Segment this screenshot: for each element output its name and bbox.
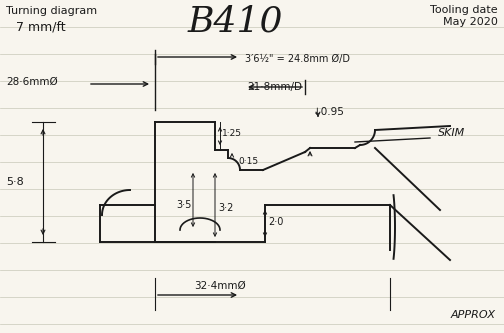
Text: 3′6½" = 24.8mm Ø/D: 3′6½" = 24.8mm Ø/D [245, 54, 350, 64]
Text: 21·8mm/D: 21·8mm/D [247, 82, 302, 92]
Text: 7 mm/ft: 7 mm/ft [16, 20, 66, 33]
Text: 32·4mmØ: 32·4mmØ [194, 281, 246, 291]
Text: 1·25: 1·25 [222, 130, 242, 139]
Text: 2·0: 2·0 [268, 217, 283, 227]
Text: 3·2: 3·2 [218, 203, 233, 213]
Text: Turning diagram: Turning diagram [6, 6, 97, 16]
Text: 28·6mmØ: 28·6mmØ [6, 77, 58, 87]
Text: ↓0.95: ↓0.95 [313, 107, 345, 117]
Text: Tooling date
May 2020: Tooling date May 2020 [430, 5, 498, 27]
Text: 3·5: 3·5 [176, 200, 192, 210]
Text: SKIM: SKIM [438, 128, 465, 138]
Text: B410: B410 [187, 4, 283, 38]
Text: APPROX: APPROX [451, 310, 496, 320]
Text: 5·8: 5·8 [6, 177, 24, 187]
Text: 0·15: 0·15 [238, 158, 258, 166]
